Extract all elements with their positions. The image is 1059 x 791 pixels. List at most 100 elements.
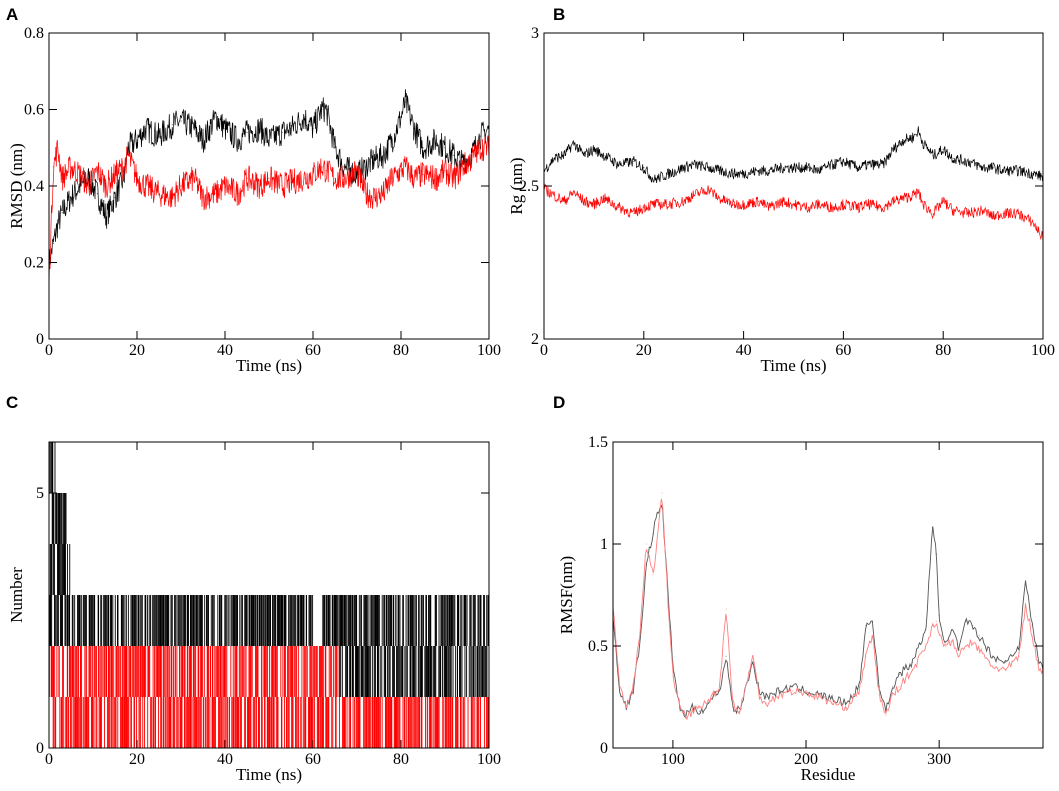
x-tick-label: 100 [1031,342,1055,359]
data-point [958,655,960,657]
data-point [391,139,393,141]
plot-frame [48,32,490,340]
data-point [453,154,455,156]
data-point [805,690,807,692]
data-point [321,108,323,111]
x-axis-label: Time (ns) [236,356,302,375]
data-point [656,512,658,515]
data-point [693,194,695,196]
data-point [792,203,795,205]
plot-area [544,126,1043,243]
data-point [603,197,605,199]
y-tick-label: 0 [600,740,608,757]
data-point [878,694,880,696]
data-point [96,170,98,172]
data-point [470,154,472,156]
data-point [712,694,714,696]
data-point [898,673,900,676]
data-point [891,694,894,696]
data-point [1025,604,1027,606]
data-point [639,645,641,647]
data-point [268,139,270,141]
series-black-line [613,504,1043,719]
data-point [553,157,555,160]
series-red-line [613,498,1043,721]
plot-area [49,442,489,748]
data-point [792,690,794,692]
data-point [945,645,947,647]
data-point [435,177,437,179]
data-point [931,625,934,627]
data-point [752,661,754,663]
data-point [698,706,701,708]
data-point [470,158,472,160]
data-point [758,690,761,692]
data-point [725,608,727,610]
data-point [96,193,98,195]
data-point [88,185,90,187]
data-point [857,167,859,169]
data-point [171,124,173,126]
data-point [158,135,160,137]
data-point [374,158,376,160]
y-tick-label: 1.5 [588,434,608,451]
data-point [224,128,226,130]
data-point [733,173,735,175]
y-tick-label: 5 [36,485,44,502]
data-point [325,170,327,172]
data-point [365,193,367,195]
data-point [281,185,283,187]
data-point [882,163,884,166]
data-point [202,196,204,199]
plot-frame [612,441,1044,749]
data-point [400,170,402,172]
data-point [782,200,785,202]
data-point [932,212,934,215]
data-point [892,148,894,150]
data-point [692,706,694,708]
data-point [958,649,960,651]
y-tick-label: 1 [600,536,608,553]
y-axis-label: RMSD (nm) [7,143,26,228]
data-point [114,196,116,199]
data-point [193,177,195,179]
data-point [758,696,761,698]
data-point [259,128,261,130]
series-black-line [49,89,489,276]
data-point [180,120,182,122]
data-point [912,136,914,138]
data-point [259,185,261,187]
data-point [842,160,845,163]
data-point [832,698,834,700]
data-point [1005,669,1007,672]
data-point [698,710,701,712]
data-point [971,625,974,627]
panel-a: A 0 20 40 60 80 100 0 0.2 0.4 0.6 0.8 Time (ns) RMSD … [6,5,501,375]
data-point [1025,580,1027,582]
data-point [878,686,880,688]
data-point [817,170,820,172]
data-point [678,706,681,708]
data-point [967,160,969,163]
data-point [743,173,745,175]
plot-area [613,492,1043,721]
data-point [732,702,734,704]
data-point [982,209,984,212]
data-point [718,197,720,199]
y-tick-label: 0.5 [588,638,608,655]
data-point [321,166,323,168]
data-point [619,686,621,688]
x-tick-label: 100 [477,342,501,359]
data-point [52,166,55,168]
x-tick-label: 80 [393,342,409,359]
data-point [778,690,781,692]
data-point [685,716,687,719]
data-point [765,702,767,704]
data-point [683,167,685,169]
data-point [325,108,327,111]
data-point [1038,669,1040,672]
panel-c: C 0 20 40 60 80 100 0 5 Time (ns) Number [6,393,501,784]
x-tick-label: 100 [477,751,501,768]
data-point [832,702,834,704]
data-point [653,179,655,181]
